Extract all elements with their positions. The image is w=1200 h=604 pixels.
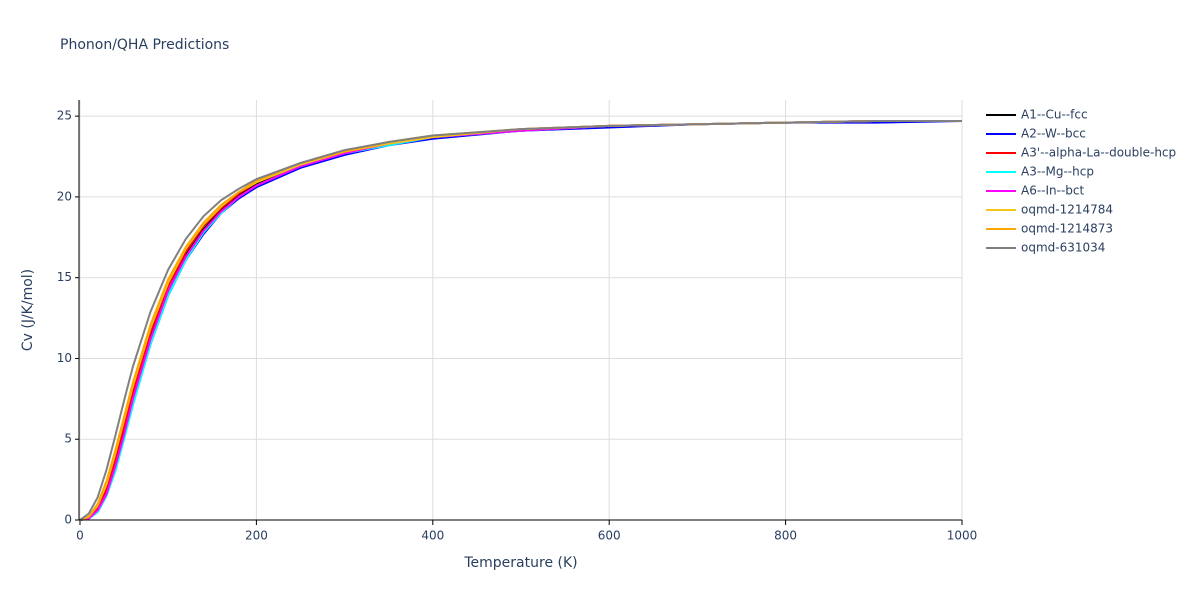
x-tick-label: 400	[421, 529, 444, 543]
y-tick-label: 20	[57, 189, 72, 203]
y-tick-label: 10	[57, 351, 72, 365]
legend: A1--Cu--fcc A2--W--bcc A3'--alpha-La--doub…	[986, 108, 1176, 255]
legend-label: A3--Mg--hcp	[1021, 165, 1094, 179]
x-axis-title: Temperature (K)	[463, 555, 577, 571]
legend-label: A6--In--bct	[1021, 184, 1085, 198]
chart-title: Phonon/QHA Predictions	[60, 37, 229, 53]
series-line	[79, 120, 962, 521]
series-line	[79, 120, 962, 521]
plot-area	[79, 120, 963, 521]
x-tick-label: 200	[245, 529, 268, 543]
y-tick-label: 0	[64, 513, 72, 527]
x-tick-label: 0	[76, 529, 84, 543]
y-axis-title: Cv (J/K/mol)	[20, 269, 36, 351]
x-tick-label: 600	[598, 529, 621, 543]
y-tick-label: 5	[64, 432, 72, 446]
x-tick-label: 800	[774, 529, 797, 543]
series-line	[79, 120, 962, 521]
legend-label: oqmd-631034	[1021, 241, 1105, 255]
series-line	[79, 120, 963, 521]
legend-label: A2--W--bcc	[1021, 127, 1086, 141]
legend-label: oqmd-1214873	[1021, 222, 1113, 236]
x-tick-label: 1000	[947, 529, 978, 543]
series-line	[79, 120, 962, 521]
y-tick-label: 25	[57, 109, 72, 123]
legend-label: A3'--alpha-La--double-hcp	[1021, 146, 1176, 160]
legend-label: oqmd-1214784	[1021, 203, 1113, 217]
series-line	[79, 120, 962, 521]
legend-label: A1--Cu--fcc	[1021, 108, 1088, 122]
series-line	[79, 120, 962, 521]
grid: 0 5 10 15 20 25 0 200 400 600 800 1000	[57, 100, 978, 543]
y-tick-label: 15	[57, 270, 72, 284]
series-line	[79, 120, 962, 521]
